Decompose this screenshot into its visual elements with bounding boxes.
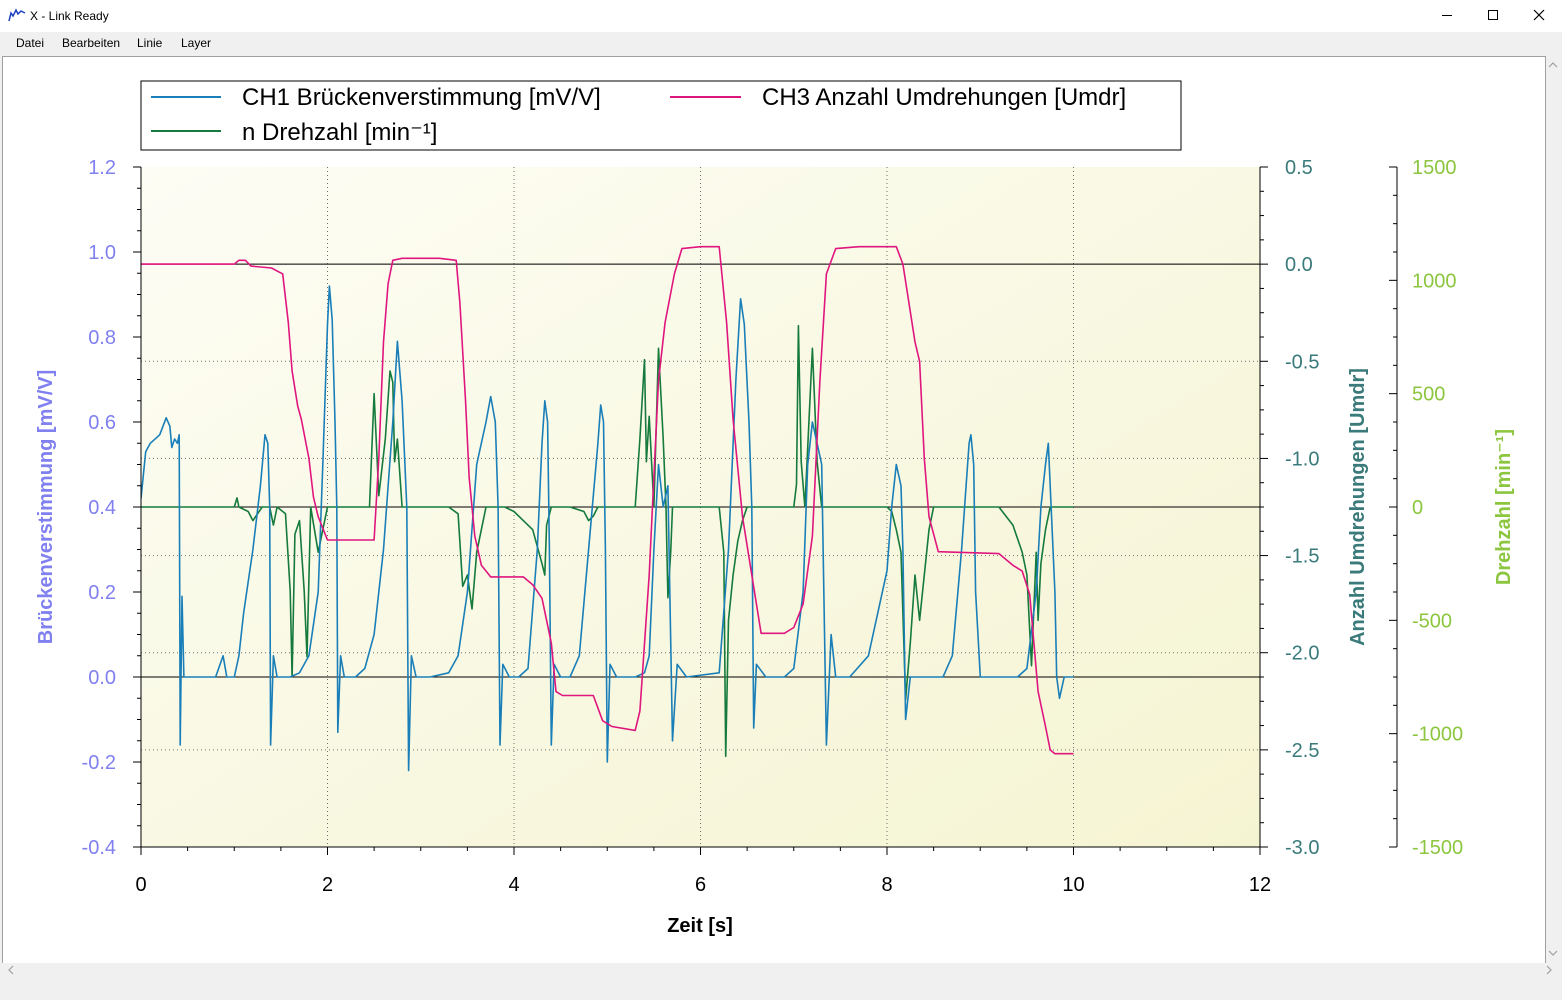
series-line-n — [141, 324, 1074, 758]
left-tick-label: 1.0 — [88, 242, 116, 264]
right2-tick-label: 500 — [1412, 384, 1445, 406]
x-tick-label: 4 — [508, 874, 519, 896]
right2-tick-label: -1500 — [1412, 837, 1463, 859]
right1-axis-label: Anzahl Umdrehungen [Umdr] — [1347, 368, 1369, 646]
plot-area: 0 2 4 6 8 10 12 1.2 1.0 0.8 0.6 0.4 0.2 0.0 -0.2 -0.4 0.… — [2, 56, 1546, 964]
right1-tick-label: -1.5 — [1285, 546, 1319, 568]
chart: 0 2 4 6 8 10 12 1.2 1.0 0.8 0.6 0.4 0.2 0.0 -0.2 -0.4 0.… — [35, 80, 1515, 937]
legend-label-ch1: CH1 Brückenverstimmung [mV/V] — [242, 84, 601, 111]
left-tick-label: 0.4 — [88, 497, 116, 519]
series-group — [141, 245, 1074, 772]
legend-label-n: n Drehzahl [min⁻¹] — [242, 119, 437, 146]
right2-axis-label: Drehzahl [min⁻¹] — [1493, 429, 1515, 585]
left-tick-label: -0.2 — [82, 752, 116, 774]
left-axis-label: Brückenverstimmung [mV/V] — [35, 370, 57, 645]
right1-tick-label: -2.5 — [1285, 740, 1319, 762]
right2-tick-label: 1500 — [1412, 157, 1457, 179]
right2-tick-label: -1000 — [1412, 724, 1463, 746]
right1-tick-label: -3.0 — [1285, 837, 1319, 859]
scroll-left-icon[interactable] — [4, 963, 18, 977]
left-tick-label: 1.2 — [88, 157, 116, 179]
x-tick-label: 8 — [881, 874, 892, 896]
right2-tick-label: 1000 — [1412, 270, 1457, 292]
menu-bearbeiten[interactable]: Bearbeiten — [62, 36, 121, 50]
menu-datei[interactable]: Datei — [16, 36, 45, 50]
left-tick-label: 0.2 — [88, 582, 116, 604]
close-button[interactable] — [1516, 0, 1562, 30]
vertical-scrollbar[interactable] — [1546, 56, 1560, 962]
right1-tick-label: -0.5 — [1285, 351, 1319, 373]
status-bar — [0, 980, 1562, 1000]
right2-tick-label: 0 — [1412, 497, 1423, 519]
right1-tick-label: -2.0 — [1285, 643, 1319, 665]
title-bar: X - Link Ready — [0, 0, 1562, 32]
close-icon — [1533, 9, 1545, 21]
right1-tick-label: 0.0 — [1285, 254, 1313, 276]
scroll-down-icon[interactable] — [1546, 946, 1560, 960]
left-tick-label: 0.6 — [88, 412, 116, 434]
menu-bar: Datei Bearbeiten Linie Layer — [0, 32, 1562, 54]
app-icon — [8, 8, 26, 22]
x-tick-label: 2 — [322, 874, 333, 896]
x-tick-label: 10 — [1062, 874, 1084, 896]
legend-box — [140, 80, 1182, 151]
right1-tick-label: -1.0 — [1285, 448, 1319, 470]
right2-tick-label: -500 — [1412, 610, 1452, 632]
maximize-button[interactable] — [1470, 0, 1516, 30]
x-tick-label: 12 — [1249, 874, 1271, 896]
minimize-button[interactable] — [1424, 0, 1470, 30]
series-line-ch3 — [141, 245, 1074, 755]
minimize-icon — [1442, 15, 1452, 16]
right1-tick-label: 0.5 — [1285, 157, 1313, 179]
window-title: X - Link Ready — [30, 9, 109, 23]
left-tick-label: -0.4 — [82, 837, 116, 859]
legend: CH1 Brückenverstimmung [mV/V] CH3 Anzahl… — [140, 80, 1182, 151]
axes: 0 2 4 6 8 10 12 1.2 1.0 0.8 0.6 0.4 0.2 0.0 -0.2 -0.4 0.… — [82, 157, 1464, 896]
menu-layer[interactable]: Layer — [181, 36, 212, 50]
menu-linie[interactable]: Linie — [137, 36, 163, 50]
x-tick-label: 6 — [695, 874, 706, 896]
left-tick-label: 0.8 — [88, 327, 116, 349]
legend-label-ch3: CH3 Anzahl Umdrehungen [Umdr] — [762, 84, 1126, 111]
scroll-up-icon[interactable] — [1546, 58, 1560, 72]
x-axis-label: Zeit [s] — [667, 915, 733, 937]
maximize-icon — [1488, 10, 1498, 20]
scroll-right-icon[interactable] — [1542, 963, 1556, 977]
x-tick-label: 0 — [135, 874, 146, 896]
horizontal-scrollbar[interactable] — [2, 963, 1558, 978]
left-tick-label: 0.0 — [88, 667, 116, 689]
